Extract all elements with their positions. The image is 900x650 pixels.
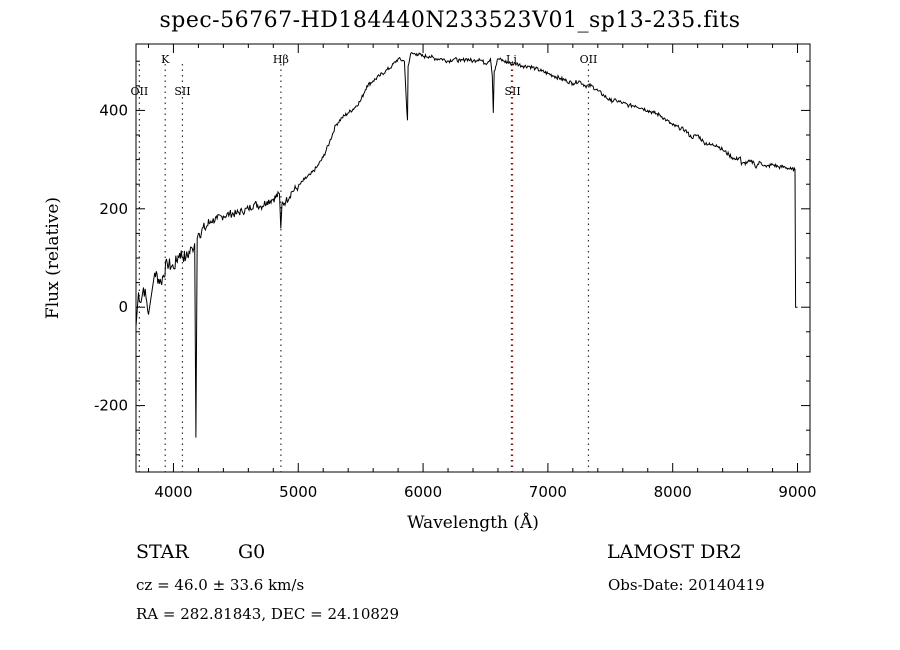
- object-class: STAR: [136, 541, 189, 563]
- object-subclass: G0: [238, 541, 266, 563]
- redshift-text: cz = 46.0 ± 33.6 km/s: [136, 576, 305, 594]
- x-tick-label: 5000: [279, 483, 317, 501]
- spectral-line-label: SII: [174, 85, 190, 98]
- x-tick-label: 8000: [654, 483, 692, 501]
- coordinates-text: RA = 282.81843, DEC = 24.10829: [136, 605, 400, 623]
- spectral-line-label: Li: [506, 53, 517, 66]
- spectral-line-label: OII: [580, 53, 598, 66]
- y-axis-label: Flux (relative): [43, 197, 63, 319]
- spectrum-line: [135, 51, 798, 438]
- spectral-line-label: K: [161, 53, 170, 66]
- x-tick-label: 6000: [404, 483, 442, 501]
- y-tick-label: 400: [99, 101, 128, 119]
- spectral-line-label: SII: [504, 85, 520, 98]
- spectral-line-label: OII: [131, 85, 149, 98]
- x-tick-label: 9000: [778, 483, 816, 501]
- x-axis-label: Wavelength (Å): [407, 512, 539, 533]
- chart-title: spec-56767-HD184440N233523V01_sp13-235.f…: [159, 8, 741, 33]
- y-tick-label: 0: [118, 298, 128, 316]
- plot-frame: [135, 43, 811, 473]
- obs-date-text: Obs-Date: 20140419: [608, 576, 765, 594]
- x-tick-label: 4000: [154, 483, 192, 501]
- y-tick-label: 200: [99, 200, 128, 218]
- survey-label: LAMOST DR2: [607, 541, 742, 563]
- x-tick-label: 7000: [529, 483, 567, 501]
- spectral-line-label: Hβ: [273, 53, 289, 66]
- y-tick-label: -200: [94, 397, 128, 415]
